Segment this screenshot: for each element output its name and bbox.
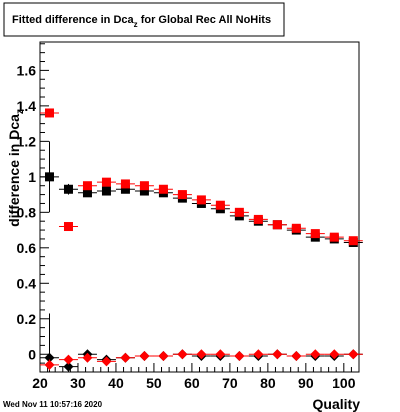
data-point-diamond: [234, 351, 245, 362]
data-point-square: [215, 200, 225, 210]
y-tick-label: 0.4: [17, 275, 37, 291]
series-1: [40, 108, 363, 246]
data-point-square: [63, 184, 73, 194]
y-tick-label: 0.8: [17, 204, 37, 220]
data-marks: [40, 108, 363, 372]
x-tick-label: 20: [32, 375, 48, 391]
x-tick-label: 70: [222, 375, 238, 391]
data-point-diamond: [272, 349, 283, 360]
data-point-diamond: [310, 349, 321, 360]
data-point-diamond: [120, 352, 131, 363]
data-point-square: [158, 184, 168, 194]
data-point-square: [82, 181, 92, 191]
x-tick-label: 80: [260, 375, 276, 391]
data-point-diamond: [329, 349, 340, 360]
data-point-diamond: [63, 354, 74, 365]
y-tick-label: 0.6: [17, 240, 37, 256]
data-point-square: [101, 177, 111, 187]
y-tick-label: 1: [28, 169, 36, 185]
data-point-square: [44, 108, 54, 118]
data-point-square: [272, 220, 282, 230]
data-point-square: [120, 184, 130, 194]
data-point-square: [177, 190, 187, 200]
data-point-diamond: [63, 361, 74, 372]
series-3: [40, 349, 363, 371]
x-tick-label: 50: [146, 375, 162, 391]
data-point-diamond: [348, 349, 359, 360]
axes: 20 30 40 50 60 70 80 90 100 0 0.2 0.4 0.6 0.8 1 1.2 1.4 1…: [17, 43, 360, 391]
data-point-square: [139, 186, 149, 196]
timestamp: Wed Nov 11 10:57:16 2020: [3, 400, 103, 409]
data-point-diamond: [196, 349, 207, 360]
x-tick-label: 30: [70, 375, 86, 391]
y-axis-title: difference in Dcaz: [6, 109, 26, 227]
y-tick-label: 1.2: [17, 133, 37, 149]
series-2: [40, 313, 363, 372]
data-point-diamond: [139, 351, 150, 362]
data-point-diamond: [215, 349, 226, 360]
chart-title: Fitted difference in Dcaz for Global Rec…: [12, 14, 271, 29]
data-point-square: [139, 181, 149, 191]
data-point-square: [253, 214, 263, 224]
data-point-square: [63, 222, 73, 232]
data-point-square: [101, 186, 111, 196]
data-point-diamond: [253, 349, 264, 360]
x-tick-label: 100: [332, 375, 356, 391]
x-tick-label: 40: [108, 375, 124, 391]
data-point-square: [291, 223, 301, 233]
data-point-square: [82, 188, 92, 198]
data-point-square: [44, 172, 54, 182]
x-tick-label: 90: [298, 375, 314, 391]
y-tick-label: 1.6: [17, 62, 37, 78]
data-point-diamond: [44, 359, 55, 370]
y-tick-label: 0.2: [17, 311, 37, 327]
data-point-diamond: [44, 352, 55, 363]
data-point-square: [120, 179, 130, 189]
data-point-square: [329, 232, 339, 242]
data-point-diamond: [101, 356, 112, 367]
data-point-square: [196, 195, 206, 205]
data-point-diamond: [82, 352, 93, 363]
data-point-diamond: [291, 351, 302, 362]
data-point-square: [348, 236, 358, 246]
data-point-square: [310, 229, 320, 239]
data-point-square: [234, 207, 244, 217]
x-tick-label: 60: [184, 375, 200, 391]
y-tick-label: 1.4: [17, 98, 37, 114]
title-box: Fitted difference in Dcaz for Global Rec…: [3, 2, 285, 37]
data-point-diamond: [177, 349, 188, 360]
y-tick-label: 0: [28, 346, 36, 362]
data-point-diamond: [158, 351, 169, 362]
x-axis-title: Quality: [313, 396, 361, 412]
